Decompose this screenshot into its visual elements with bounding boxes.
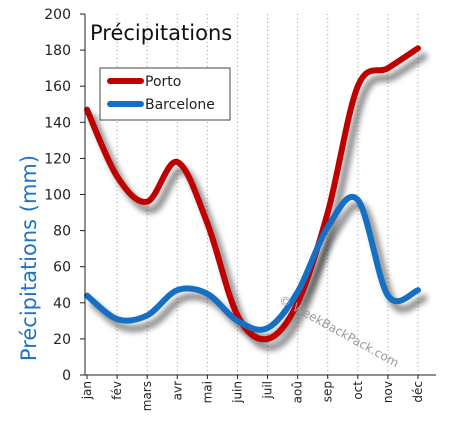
y-tick-label: 140 xyxy=(44,115,71,131)
legend-box xyxy=(99,67,231,121)
x-tick-label: déc xyxy=(411,381,425,403)
y-tick-label: 20 xyxy=(53,332,71,348)
series-line-porto xyxy=(84,45,421,343)
y-tick-label: 180 xyxy=(44,43,71,59)
x-tick-label: aoû xyxy=(291,381,305,403)
x-ticks: jan fév mars avr mai juin juil aoû sep oct nov déc xyxy=(80,375,425,411)
y-tick-label: 60 xyxy=(53,260,71,276)
legend-label-barcelone: Barcelone xyxy=(145,97,215,113)
y-tick-label: 120 xyxy=(44,151,71,167)
series-shadow-porto xyxy=(89,52,428,351)
y-tick-label: 200 xyxy=(44,7,71,23)
x-tick-label: sep xyxy=(321,381,335,402)
legend-label-porto: Porto xyxy=(145,74,181,90)
x-tick-label: jan xyxy=(80,381,94,400)
x-tick-label: mai xyxy=(200,381,214,403)
x-tick-label: oct xyxy=(351,381,365,400)
y-tick-label: 40 xyxy=(53,296,71,312)
chart-title: Précipitations xyxy=(90,21,232,45)
x-tick-label: juin xyxy=(230,381,244,404)
legend: Porto Barcelone xyxy=(99,67,231,121)
series-lines xyxy=(84,45,421,343)
x-tick-label: nov xyxy=(381,381,395,403)
y-tick-label: 100 xyxy=(44,188,71,204)
x-tick-label: avr xyxy=(170,381,184,400)
series-line-barcelone xyxy=(84,194,421,333)
y-tick-label: 160 xyxy=(44,79,71,95)
y-axis-label: Précipitations (mm) xyxy=(17,155,41,361)
x-tick-label: fév xyxy=(110,381,124,400)
x-tick-label: mars xyxy=(140,381,154,411)
y-ticks: 0 20 40 60 80 100 120 140 160 180 200 xyxy=(44,7,85,384)
x-tick-label: juil xyxy=(261,381,275,400)
y-tick-label: 80 xyxy=(53,224,71,240)
y-tick-label: 0 xyxy=(62,368,71,384)
